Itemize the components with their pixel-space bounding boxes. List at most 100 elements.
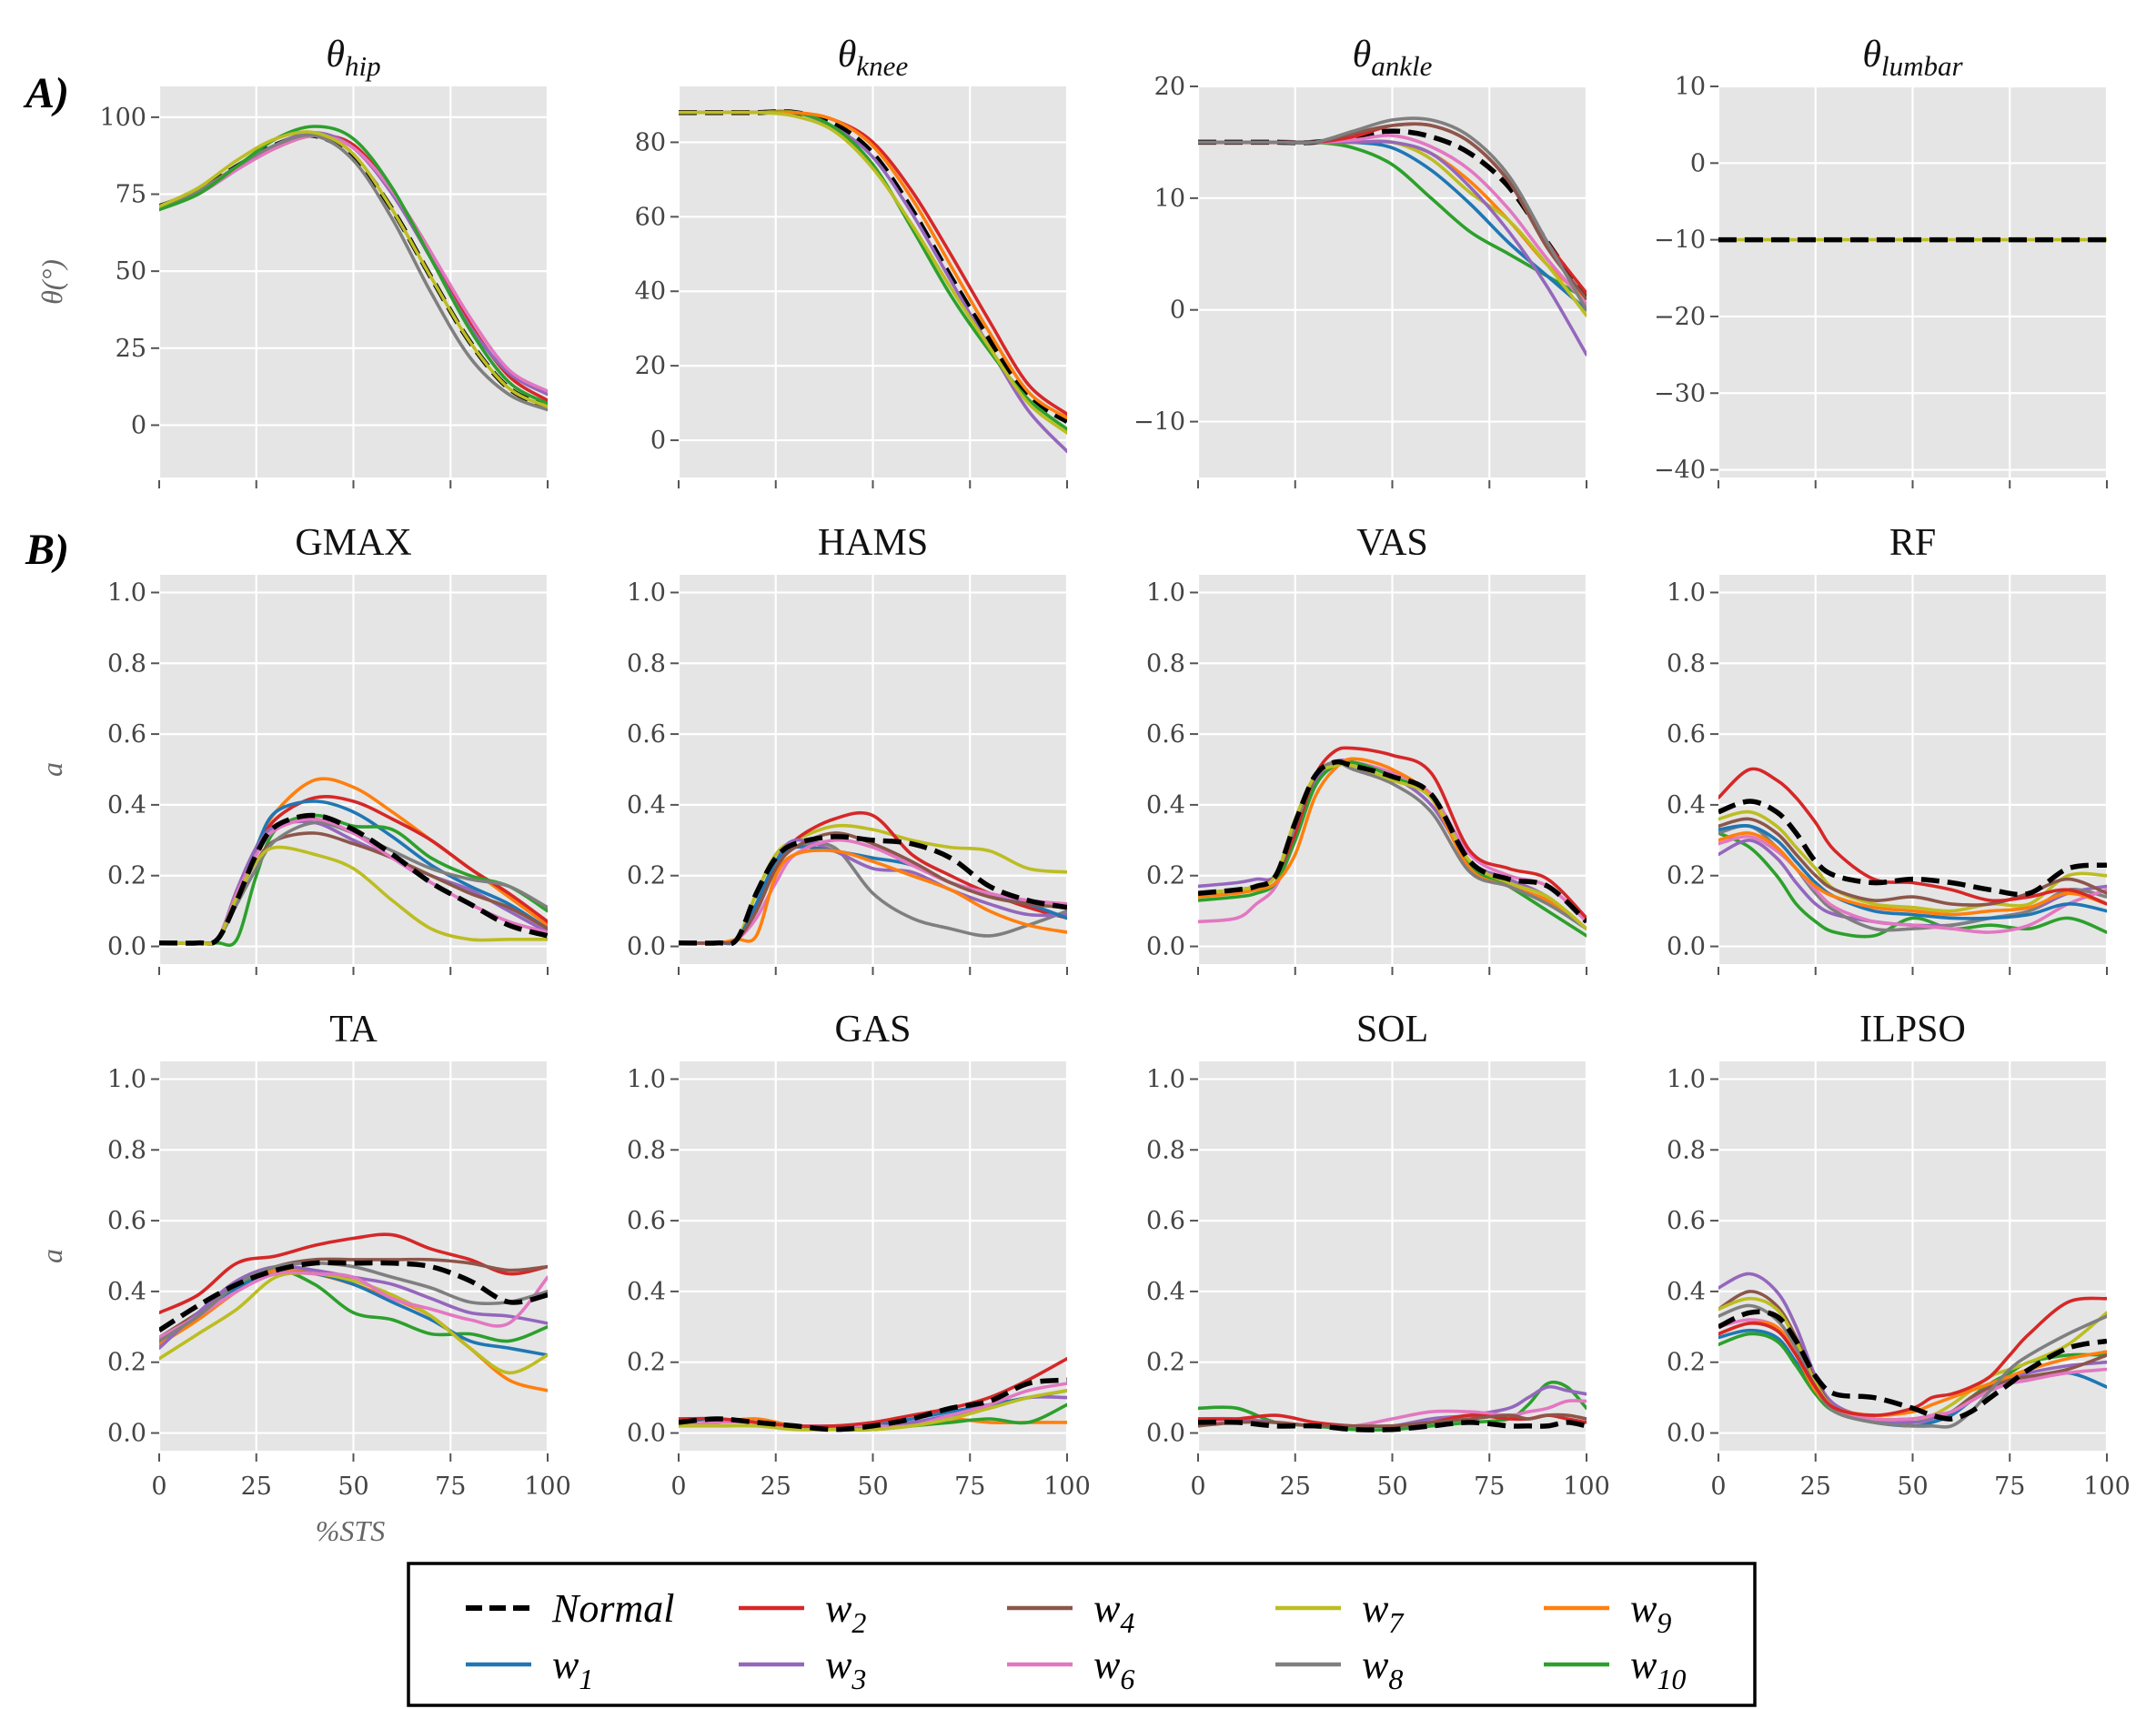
series-line-w8 (1718, 1303, 2107, 1429)
y-tick-label: 0.2 (1667, 862, 1706, 890)
y-tick-label: 0.2 (1667, 1349, 1706, 1377)
series-group (159, 125, 548, 412)
y-tick-label: 20 (635, 352, 666, 380)
subplot-ilpso: 0.0 0.2 0.4 0.6 0.8 1.0 0 25 50 75 100 ILPSO (1667, 1009, 2131, 1501)
x-tick-label: 25 (241, 1473, 272, 1501)
subplot-title: ILPSO (1859, 1009, 1966, 1051)
y-tick-label: 0.2 (1146, 1349, 1185, 1377)
y-tick-label: 0.4 (627, 1278, 666, 1306)
x-tick-label: 50 (1376, 1473, 1407, 1501)
subplot-lumbar: −40 −30 −20 −10 0 10 θlumbar (1654, 34, 2109, 488)
y-tick-label: 1.0 (1146, 578, 1185, 607)
series-group (1718, 767, 2107, 939)
series-line-Normal (1718, 799, 2107, 898)
y-tick-label: 0.6 (107, 1207, 146, 1235)
y-tick-label: −30 (1654, 379, 1706, 407)
legend-item-w6: w6 (1007, 1643, 1134, 1695)
series-line-w8 (1198, 116, 1587, 312)
legend-label: w6 (1093, 1643, 1134, 1695)
y-tick-label: 0.8 (1667, 649, 1706, 678)
y-tick-label: 0.6 (627, 720, 666, 749)
y-tick-label: 25 (116, 335, 146, 363)
y-tick-label: 0.4 (107, 791, 146, 819)
y-tick-label: 0.2 (627, 862, 666, 890)
y-tick-label: −40 (1654, 457, 1706, 485)
legend-item-w2: w2 (739, 1586, 866, 1639)
subplot-sol: 0.0 0.2 0.4 0.6 0.8 1.0 0 25 50 75 100 SOL (1146, 1009, 1610, 1501)
series-line-Normal (1718, 1309, 2107, 1422)
y-tick-label: 0.0 (1667, 933, 1706, 961)
y-tick-label: 0 (1170, 297, 1185, 325)
y-tick-label: 1.0 (627, 578, 666, 607)
y-tick-label: 1.0 (627, 1065, 666, 1093)
subplot-title: θankle (1353, 34, 1433, 82)
y-tick-label: 1.0 (1667, 578, 1706, 607)
y-tick-label: 0.4 (627, 791, 666, 819)
series-line-w10 (159, 125, 548, 406)
series-line-w6 (1718, 835, 2107, 934)
y-tick-label: 0.4 (1146, 1278, 1185, 1306)
subplot-title: VAS (1356, 522, 1428, 564)
legend-item-w8: w8 (1275, 1643, 1403, 1695)
y-tick-label: 0.6 (1667, 1207, 1706, 1235)
legend-label: w2 (825, 1586, 866, 1639)
subplot-title: θknee (838, 34, 909, 82)
y-tick-label: 0.6 (1667, 720, 1706, 749)
legend-item-w1: w1 (466, 1643, 593, 1695)
x-tick-label: 0 (151, 1473, 166, 1501)
series-line-Normal (159, 812, 548, 947)
y-tick-label: 0.8 (627, 1136, 666, 1164)
y-tick-label: 1.0 (107, 578, 146, 607)
y-tick-label: 0.0 (627, 933, 666, 961)
series-group (679, 109, 1067, 454)
series-group (159, 777, 548, 948)
legend-label: Normal (551, 1586, 674, 1631)
x-tick-label: 100 (1563, 1473, 1610, 1501)
y-tick-label: 0.2 (107, 1349, 146, 1377)
series-line-w1 (159, 1270, 548, 1357)
subplot-title: SOL (1356, 1009, 1428, 1051)
subplot-knee: 0 20 40 60 80 θknee (635, 34, 1069, 488)
series-group (1198, 746, 1587, 938)
legend-item-w3: w3 (739, 1643, 866, 1695)
subplot-vas: 0.0 0.2 0.4 0.6 0.8 1.0 VAS (1146, 522, 1588, 975)
subplot-ta: 0.0 0.2 0.4 0.6 0.8 1.0 0 25 50 75 100 TA a (35, 1009, 571, 1501)
x-axis-label: %STS (316, 1514, 385, 1547)
series-line-w4 (1198, 1412, 1587, 1428)
subplot-hip: 0 25 50 75 100 θhip θ(°) (35, 34, 549, 488)
legend-label: w1 (552, 1643, 593, 1695)
series-line-Normal (679, 1377, 1067, 1433)
x-tick-label: 50 (1897, 1473, 1928, 1501)
subplot-title: RF (1889, 522, 1936, 564)
y-tick-label: −20 (1654, 303, 1706, 331)
y-tick-label: 50 (116, 257, 146, 286)
legend-label: w3 (825, 1643, 866, 1695)
subplots: 0255075100θhipθ(°)020406080θknee−1001020… (35, 34, 2131, 1501)
x-tick-label: 0 (670, 1473, 686, 1501)
x-tick-label: 100 (524, 1473, 571, 1501)
subplot-ankle: −10 0 10 20 θankle (1133, 34, 1588, 488)
y-tick-label: 0.0 (627, 1420, 666, 1448)
y-tick-label: 1.0 (107, 1065, 146, 1093)
x-tick-label: 25 (761, 1473, 791, 1501)
series-line-Normal (679, 109, 1067, 424)
x-tick-label: 50 (338, 1473, 368, 1501)
subplot-gmax: 0.0 0.2 0.4 0.6 0.8 1.0 GMAX a (35, 522, 549, 975)
y-tick-label: 0.8 (627, 649, 666, 678)
y-tick-label: 0 (131, 411, 146, 439)
series-line-w7 (159, 1271, 548, 1375)
x-tick-label: 50 (857, 1473, 888, 1501)
y-tick-label: 0.4 (1146, 791, 1185, 819)
series-line-Normal (1198, 1419, 1587, 1433)
y-axis-label: θ(°) (35, 259, 68, 305)
series-line-w7 (679, 110, 1067, 435)
y-tick-label: 75 (116, 181, 146, 209)
y-tick-label: 1.0 (1667, 1065, 1706, 1093)
y-tick-label: 0.2 (1146, 862, 1185, 890)
subplot-title: θhip (326, 34, 380, 82)
series-line-w6 (159, 134, 548, 393)
panel-label-b: B) (25, 526, 69, 574)
subplot-title: GAS (834, 1009, 911, 1051)
y-tick-label: 0.8 (1146, 649, 1185, 678)
